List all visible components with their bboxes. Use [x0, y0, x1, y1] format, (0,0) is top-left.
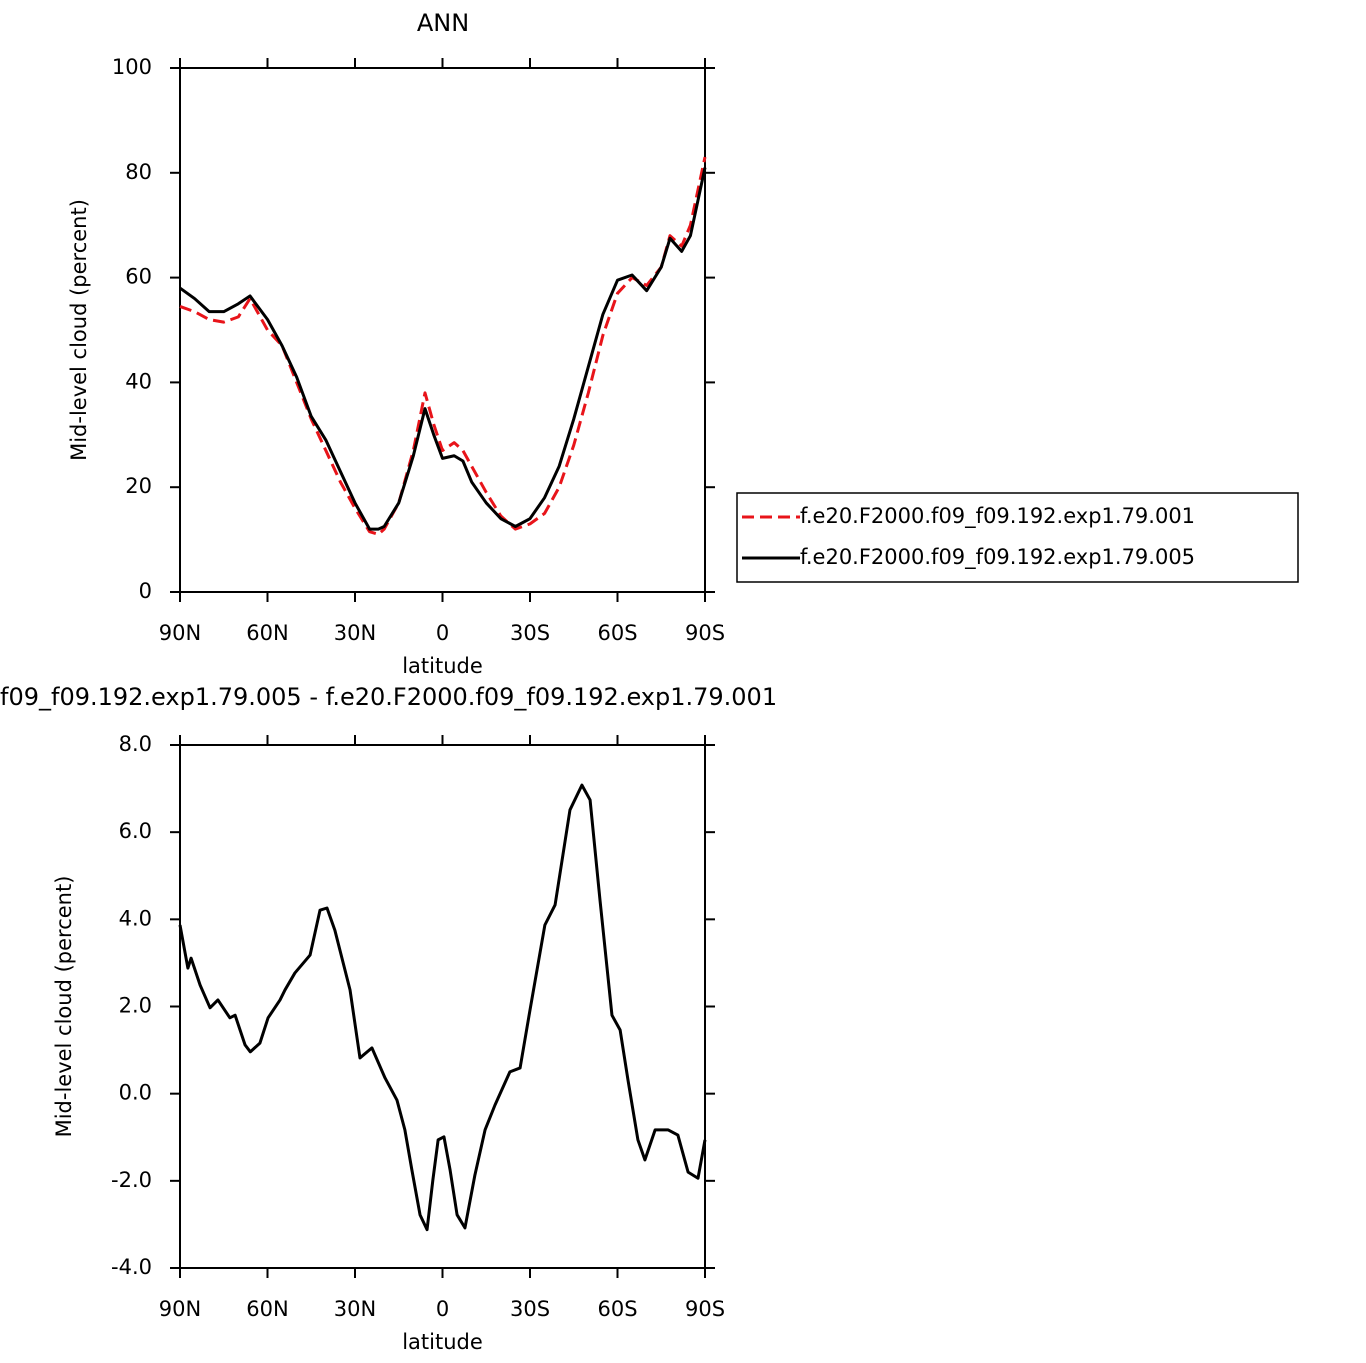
x-tick-label: 30N [334, 1297, 376, 1321]
legend-label: f.e20.F2000.f09_f09.192.exp1.79.005 [800, 545, 1195, 570]
x-tick-label: 90N [159, 621, 201, 645]
y-tick-label: 60 [125, 265, 152, 289]
data-line [178, 783, 707, 1232]
y-tick-label: 100 [112, 55, 152, 79]
x-tick-label: 0 [436, 1297, 449, 1321]
data-line [179, 156, 707, 536]
data-line [179, 167, 707, 531]
y-tick-label: 0.0 [119, 1081, 152, 1105]
chart-title: ANN [417, 9, 469, 37]
x-tick-label: 60N [246, 621, 288, 645]
y-tick-label: 2.0 [119, 994, 152, 1018]
legend-label: f.e20.F2000.f09_f09.192.exp1.79.001 [800, 504, 1195, 529]
y-axis-label: Mid-level cloud (percent) [52, 876, 76, 1138]
x-tick-label: 90S [685, 621, 725, 645]
x-axis-label: latitude [402, 1330, 483, 1354]
x-tick-label: 90N [159, 1297, 201, 1321]
x-tick-label: 60S [597, 621, 637, 645]
y-tick-label: 80 [125, 160, 152, 184]
chart-title: f09_f09.192.exp1.79.005 - f.e20.F2000.f0… [0, 683, 777, 711]
y-tick-label: -4.0 [111, 1255, 152, 1279]
plot-frame [179, 744, 706, 1269]
y-axis-label: Mid-level cloud (percent) [67, 199, 91, 461]
y-tick-label: 8.0 [119, 732, 152, 756]
y-tick-label: 20 [125, 474, 152, 498]
y-tick-label: 40 [125, 369, 152, 393]
x-tick-label: 60S [597, 1297, 637, 1321]
plot-frame [179, 67, 706, 593]
x-tick-label: 30S [510, 621, 550, 645]
x-tick-label: 30S [510, 1297, 550, 1321]
legend-box [736, 492, 1299, 583]
y-tick-label: -2.0 [111, 1168, 152, 1192]
x-tick-label: 60N [246, 1297, 288, 1321]
y-tick-label: 0 [139, 579, 152, 603]
x-tick-label: 30N [334, 621, 376, 645]
y-tick-label: 4.0 [119, 906, 152, 930]
x-axis-label: latitude [402, 654, 483, 678]
y-tick-label: 6.0 [119, 819, 152, 843]
x-tick-label: 0 [436, 621, 449, 645]
x-tick-label: 90S [685, 1297, 725, 1321]
